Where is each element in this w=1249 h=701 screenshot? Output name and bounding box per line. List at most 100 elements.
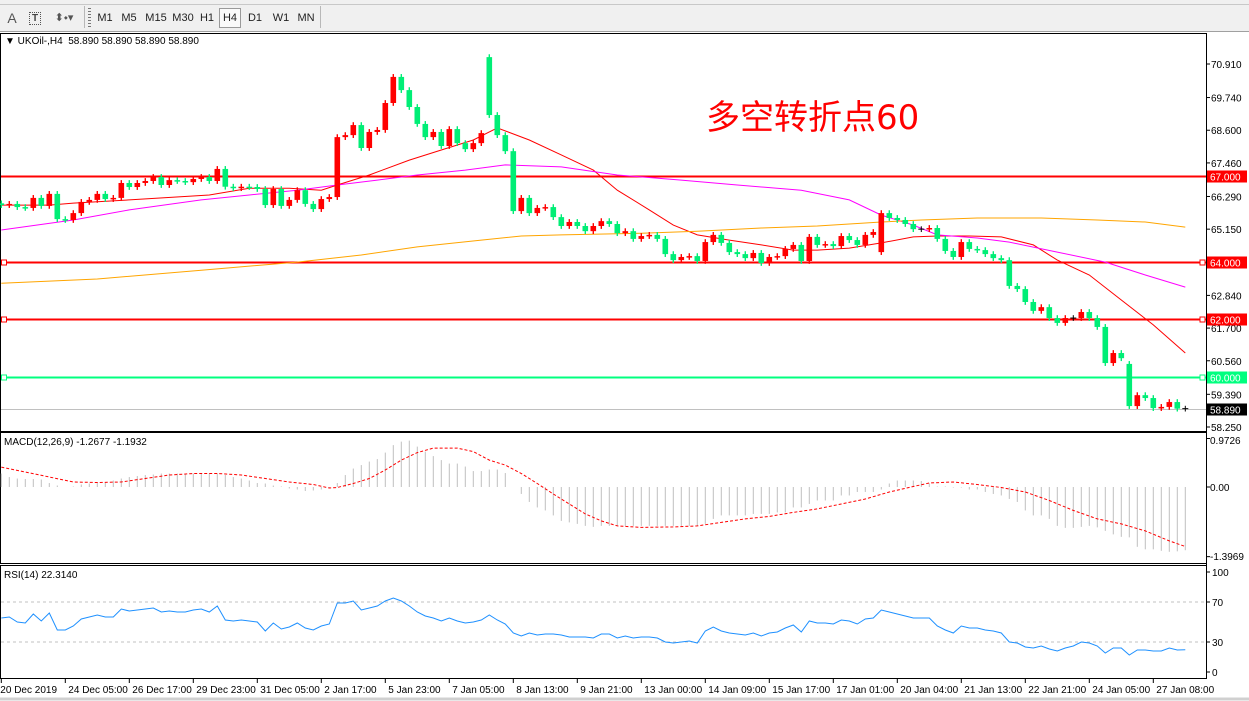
candle — [654, 232, 661, 242]
timeframe-button-m30[interactable]: M30 — [172, 12, 194, 24]
price-tick-label: 59.390 — [1211, 390, 1242, 401]
candle — [1182, 405, 1189, 412]
time-axis-label: 20 Jan 04:00 — [900, 685, 958, 696]
candle-body — [142, 180, 149, 183]
candle — [470, 140, 477, 153]
candle-body — [334, 137, 341, 198]
candle-body — [390, 76, 397, 103]
candle — [6, 201, 13, 208]
candle-body — [414, 107, 421, 124]
text-label-icon[interactable]: T — [28, 8, 42, 28]
timeframe-button-m5[interactable]: M5 — [121, 12, 137, 24]
time-axis-label: 2 Jan 17:00 — [324, 685, 377, 696]
candle — [1078, 309, 1085, 321]
chart-background — [0, 33, 1248, 699]
toolbar-separator — [320, 6, 321, 28]
candle — [526, 195, 533, 216]
time-axis-label: 5 Jan 23:00 — [388, 685, 441, 696]
level-handle-right[interactable] — [1199, 374, 1206, 381]
rsi-tick-label: 70 — [1212, 598, 1224, 609]
candle-body — [382, 102, 389, 130]
toolbar-grip[interactable] — [88, 8, 91, 28]
candle-body — [1102, 326, 1109, 364]
candle-body — [406, 90, 413, 108]
candle-body — [262, 189, 269, 206]
candle — [662, 236, 669, 257]
candle-body — [238, 186, 245, 189]
timeframe-button-mn[interactable]: MN — [297, 12, 315, 24]
candle-body — [1046, 307, 1053, 319]
candle — [582, 223, 589, 235]
ma-slow-line — [1, 217, 1186, 284]
candle — [14, 201, 21, 210]
level-handle-left[interactable] — [1, 316, 7, 323]
candle — [678, 254, 685, 263]
level-handle-left[interactable] — [1, 259, 7, 266]
candle-body — [1078, 312, 1085, 319]
candle — [294, 187, 301, 203]
candle-body — [222, 168, 229, 187]
timeframe-button-h4[interactable]: H4 — [219, 8, 241, 28]
candle-body — [1094, 318, 1101, 327]
candle-body — [654, 234, 661, 239]
candle-body — [1022, 289, 1029, 302]
candle — [198, 174, 205, 182]
candle — [478, 130, 485, 147]
candle — [894, 215, 901, 223]
candle-body — [1006, 260, 1013, 286]
level-handle-right[interactable] — [1199, 259, 1206, 266]
candle — [94, 191, 101, 203]
candle-body — [126, 182, 133, 188]
candle-body — [478, 133, 485, 144]
candle-body — [742, 254, 749, 259]
candle-body — [510, 151, 517, 212]
candle — [358, 122, 365, 151]
candle — [886, 210, 893, 221]
candle — [190, 176, 197, 185]
macd-tick-label: 0.00 — [1210, 483, 1230, 494]
candle-body — [774, 256, 781, 258]
candle-body — [422, 123, 429, 138]
candle-body — [454, 129, 461, 144]
timeframe-button-w1[interactable]: W1 — [272, 12, 290, 24]
candle-body — [798, 244, 805, 261]
candle — [942, 236, 949, 254]
candle — [550, 204, 557, 220]
candle — [414, 104, 421, 127]
candle-body — [310, 203, 317, 210]
current-price-tag — [1207, 403, 1247, 416]
ma-fast-line — [1, 127, 1186, 354]
arrows-tool-icon[interactable]: ⬍⬩▾ — [54, 12, 74, 24]
text-tool-icon[interactable]: A — [7, 10, 17, 26]
candle — [238, 183, 245, 192]
candle — [1014, 283, 1021, 292]
candle — [670, 251, 677, 263]
price-tick-label: 68.600 — [1211, 126, 1242, 137]
time-axis-label: 20 Dec 2019 — [0, 685, 57, 696]
timeframe-button-h1[interactable]: H1 — [199, 12, 215, 24]
candle — [422, 121, 429, 140]
candle — [54, 191, 61, 222]
timeframe-button-m15[interactable]: M15 — [145, 12, 167, 24]
candle — [1022, 286, 1029, 305]
time-axis-label: 15 Jan 17:00 — [772, 685, 830, 696]
candle-body — [566, 221, 573, 227]
rsi-title: RSI(14) 22.3140 — [4, 570, 78, 581]
time-axis-label: 26 Dec 17:00 — [132, 685, 192, 696]
candle — [118, 180, 125, 201]
candle — [950, 248, 957, 260]
candle-body — [182, 180, 189, 183]
candle — [390, 74, 397, 106]
candle-body — [78, 201, 85, 214]
candle-body — [318, 199, 325, 210]
timeframe-button-d1[interactable]: D1 — [247, 12, 263, 24]
level-price-tag-label: 64.000 — [1210, 259, 1241, 270]
timeframe-button-m1[interactable]: M1 — [97, 12, 113, 24]
candle-body — [982, 250, 989, 255]
level-handle-right[interactable] — [1199, 316, 1206, 323]
candle-body — [286, 199, 293, 206]
level-handle-left[interactable] — [1, 374, 7, 381]
candle-body — [0, 203, 5, 206]
candle — [1102, 324, 1109, 366]
